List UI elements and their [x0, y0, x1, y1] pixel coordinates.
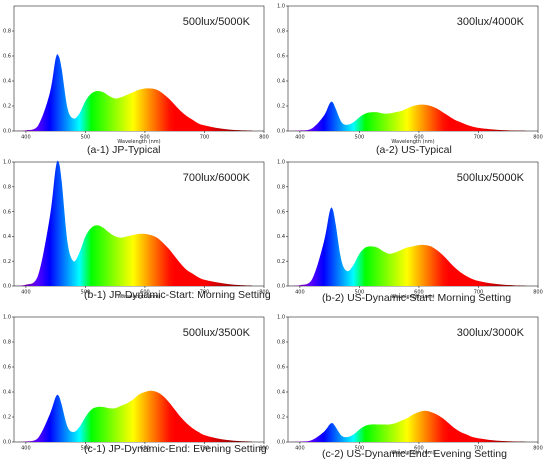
condition-label: 500lux/5000K — [457, 172, 525, 184]
panel-b-2: 400 500 600 700 800 0.0 0.2 0.4 0.6 0.8 1.0 Wavelen… — [277, 160, 543, 304]
y-tick-label: 0.2 — [277, 415, 285, 421]
x-tick-label: 400 — [295, 135, 305, 141]
panel-caption: (b-2) US-Dynamic-Start: Morning Setting — [322, 292, 511, 304]
panel-caption: (a-1) JP-Typical — [87, 144, 161, 156]
x-tick-label: 500 — [81, 135, 91, 141]
condition-label: 700lux/6000K — [183, 172, 251, 184]
y-tick-label: 1.0 — [3, 315, 11, 321]
x-tick-label: 400 — [21, 290, 31, 296]
panel-caption: (c-1) JP-Dynamic-End: Evening Setting — [84, 443, 267, 455]
x-tick-label: 800 — [533, 290, 543, 296]
panel-b-1: 400 500 600 700 800 0.0 0.2 0.4 0.6 0.8 1.0 Wavelen… — [3, 160, 271, 301]
y-tick-label: 0.6 — [3, 209, 11, 215]
y-tick-label: 0.8 — [3, 185, 11, 191]
x-tick-label: 400 — [21, 135, 31, 141]
x-tick-label: 500 — [81, 446, 91, 452]
y-tick-label: 0.8 — [3, 29, 11, 35]
condition-label: 500lux/5000K — [183, 16, 251, 28]
x-tick-label: 400 — [295, 290, 305, 296]
y-tick-label: 0.6 — [277, 54, 285, 60]
y-tick-label: 0.2 — [3, 104, 11, 110]
y-tick-label: 0.4 — [277, 79, 285, 85]
panel-caption: (b-1) JP-Dynamic-Start: Morning Setting — [84, 289, 271, 301]
y-tick-label: 1.0 — [277, 4, 285, 10]
panel-caption: (a-2) US-Typical — [376, 144, 452, 156]
x-tick-label: 800 — [533, 446, 543, 452]
y-tick-label: 0.0 — [277, 284, 285, 290]
spectrum-area — [14, 54, 253, 131]
condition-label: 300lux/3000K — [457, 327, 525, 339]
x-tick-label: 600 — [414, 290, 424, 296]
spectrum-area — [14, 160, 253, 286]
panel-c-1: 400 500 600 700 800 0.0 0.2 0.4 0.6 0.8 1.0 500lux/… — [3, 315, 269, 455]
panel-a-1: 400 500 600 700 800 0.0 0.2 0.4 0.6 0.8 Wavelength… — [3, 5, 269, 156]
spectrum-area — [288, 410, 527, 442]
x-tick-label: 600 — [140, 290, 150, 296]
y-tick-label: 0.2 — [3, 259, 11, 265]
spectrum-area — [288, 207, 527, 286]
x-tick-label: 700 — [474, 135, 484, 141]
y-tick-label: 0.6 — [3, 54, 11, 60]
y-tick-label: 0.8 — [277, 185, 285, 191]
panel-c-2: 400 500 600 700 800 0.0 0.2 0.4 0.6 0.8 1.0 Wavelen… — [277, 315, 543, 460]
y-tick-label: 0.0 — [277, 129, 285, 135]
x-tick-label: 400 — [295, 446, 305, 452]
y-tick-label: 0.2 — [277, 259, 285, 265]
panel-a-2: 400 500 600 700 800 0.0 0.2 0.4 0.6 0.8 1.0 Wavelen… — [277, 4, 543, 156]
x-tick-label: 600 — [140, 135, 150, 141]
condition-label: 300lux/4000K — [457, 16, 525, 28]
x-tick-label: 800 — [259, 290, 269, 296]
x-tick-label: 500 — [355, 446, 365, 452]
spectrum-area — [288, 101, 527, 131]
x-tick-label: 400 — [21, 446, 31, 452]
y-tick-label: 0.8 — [3, 340, 11, 346]
x-tick-label: 800 — [259, 446, 269, 452]
x-tick-label: 600 — [414, 446, 424, 452]
x-tick-label: 600 — [414, 135, 424, 141]
y-tick-label: 0.8 — [277, 340, 285, 346]
x-tick-label: 500 — [355, 135, 365, 141]
y-tick-label: 0.0 — [3, 440, 11, 446]
spectrum-area — [14, 390, 253, 442]
x-axis-label: Wavelength (nm) — [391, 294, 434, 300]
y-tick-label: 0.2 — [3, 415, 11, 421]
y-tick-label: 0.4 — [3, 234, 11, 240]
y-tick-label: 0.0 — [3, 284, 11, 290]
x-tick-label: 500 — [81, 290, 91, 296]
x-tick-label: 800 — [533, 135, 543, 141]
y-tick-label: 0.6 — [277, 209, 285, 215]
x-axis-label: Wavelength (nm) — [391, 139, 434, 145]
x-axis-label: Wavelength (nm) — [117, 294, 160, 300]
y-tick-label: 0.0 — [3, 129, 11, 135]
y-tick-label: 0.8 — [277, 29, 285, 35]
y-tick-label: 0.2 — [277, 104, 285, 110]
x-tick-label: 800 — [259, 135, 269, 141]
y-tick-label: 0.6 — [3, 365, 11, 371]
x-axis-label: Wavelength (nm) — [391, 450, 434, 456]
x-tick-label: 700 — [200, 446, 210, 452]
x-axis-label: Wavelength (nm) — [117, 139, 160, 145]
y-tick-label: 1.0 — [3, 160, 11, 166]
y-tick-label: 1.0 — [277, 315, 285, 321]
x-tick-label: 500 — [355, 290, 365, 296]
y-tick-label: 0.4 — [3, 390, 11, 396]
y-tick-label: 0.6 — [277, 365, 285, 371]
panel-caption: (c-2) US-Dynamic-End: Evening Setting — [322, 448, 507, 460]
y-tick-label: 0.4 — [277, 234, 285, 240]
x-tick-label: 700 — [200, 290, 210, 296]
x-tick-label: 700 — [474, 446, 484, 452]
condition-label: 500lux/3500K — [183, 327, 251, 339]
y-tick-label: 0.0 — [277, 440, 285, 446]
x-tick-label: 600 — [140, 446, 150, 452]
x-tick-label: 700 — [474, 290, 484, 296]
y-tick-label: 1.0 — [277, 160, 285, 166]
x-tick-label: 700 — [200, 135, 210, 141]
y-tick-label: 0.4 — [277, 390, 285, 396]
y-tick-label: 0.4 — [3, 79, 11, 85]
